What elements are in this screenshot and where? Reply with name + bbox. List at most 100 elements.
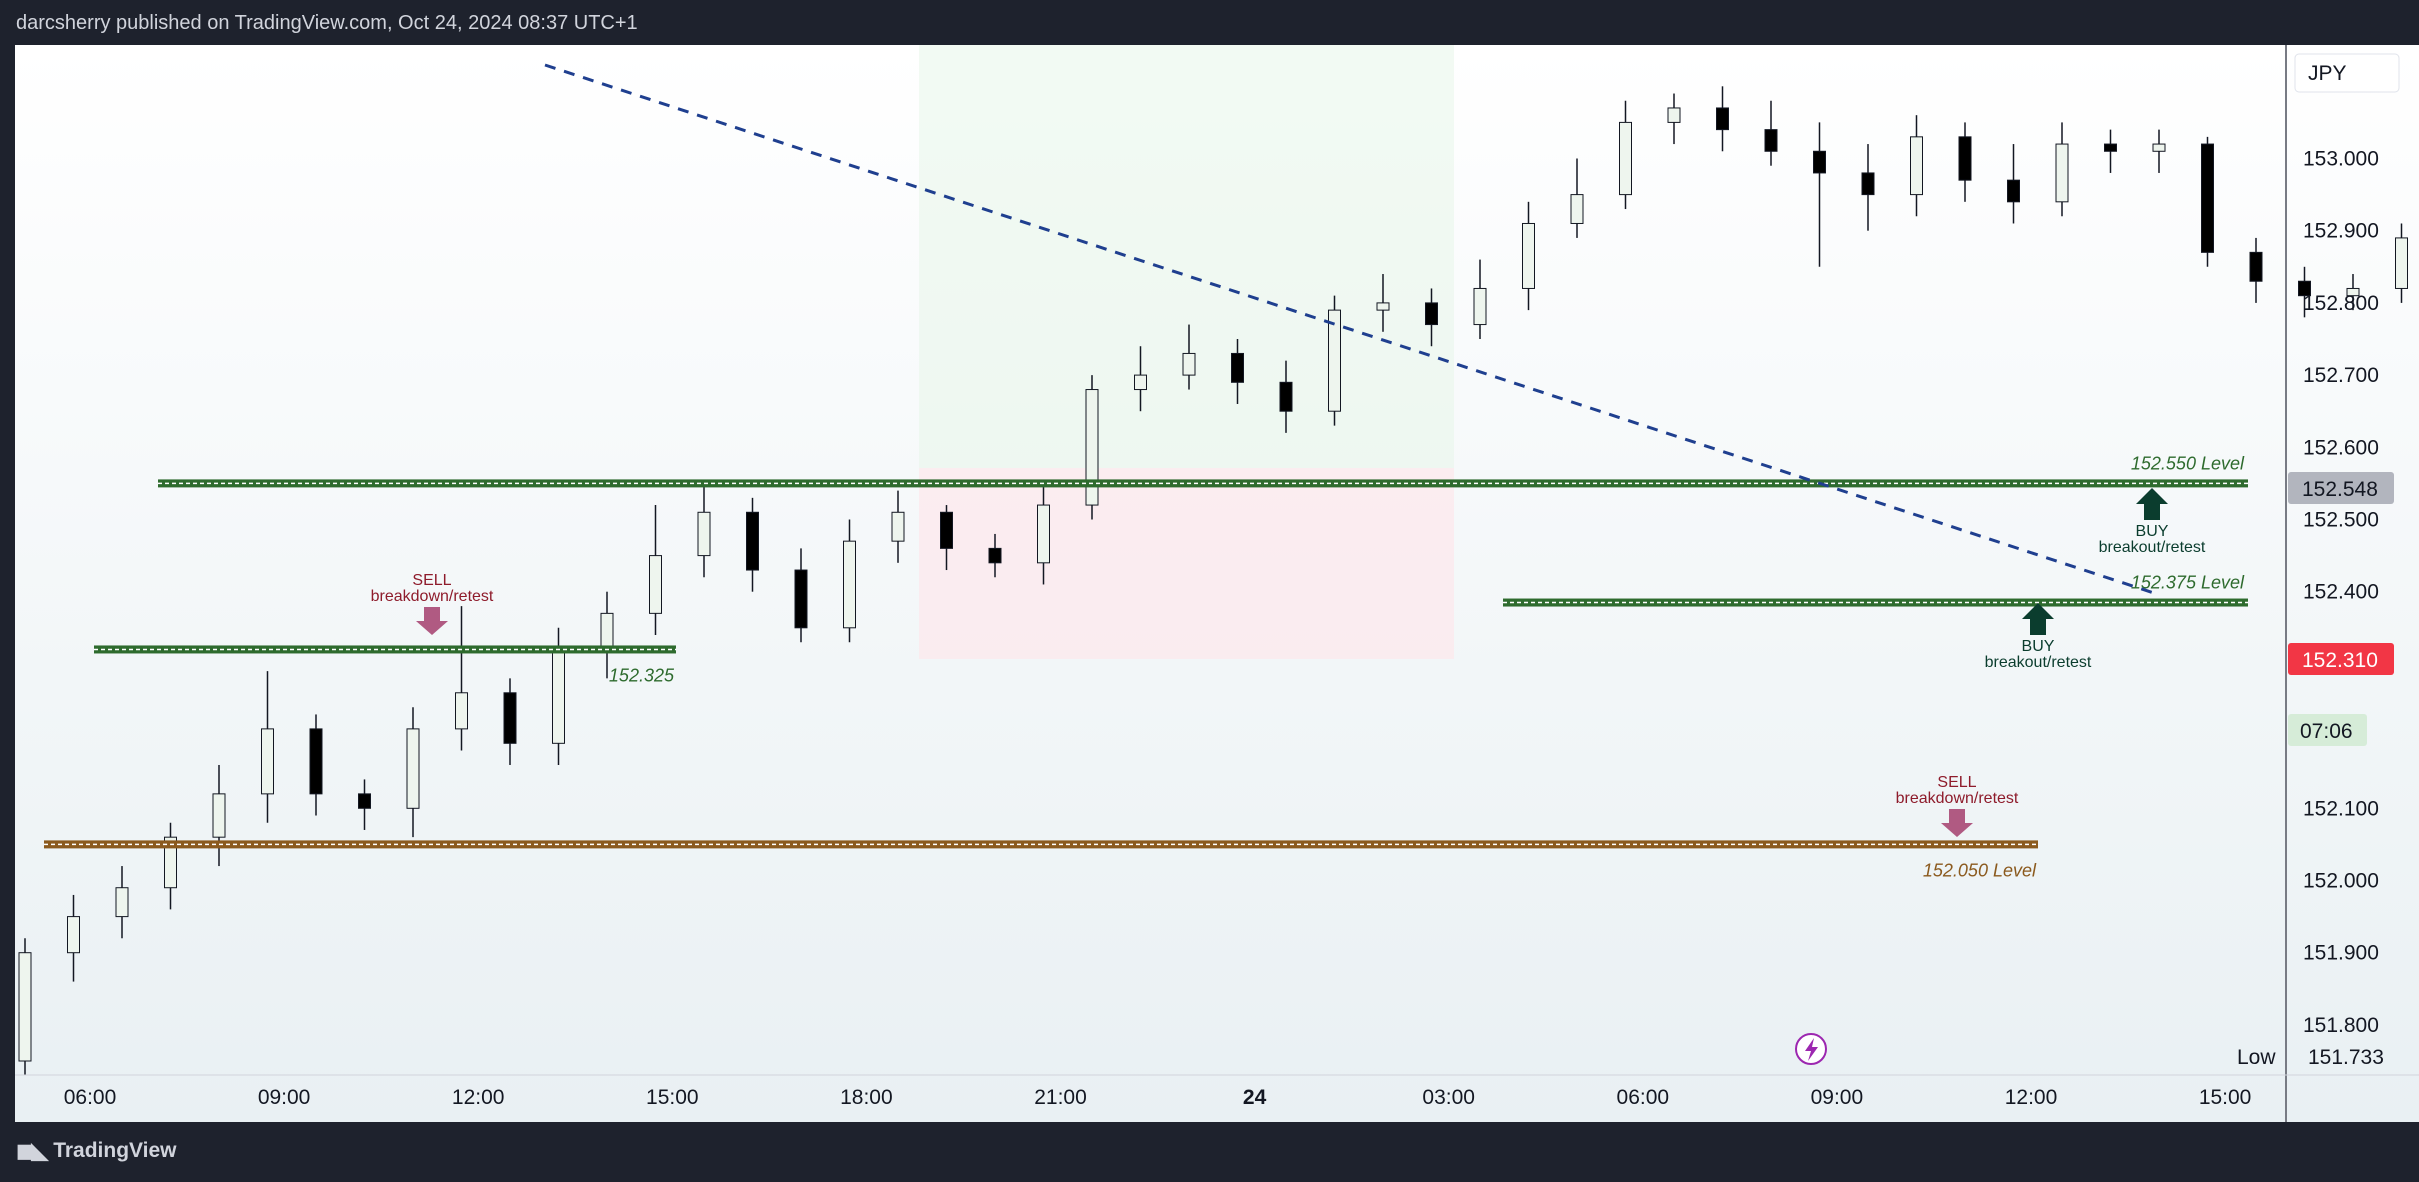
publish-header: darcsherry published on TradingView.com,… bbox=[16, 12, 638, 34]
candle-body bbox=[746, 511, 759, 571]
candle-49 bbox=[2395, 223, 2408, 303]
candle-45 bbox=[2201, 136, 2214, 267]
candle-body bbox=[406, 728, 420, 809]
low-price-label: 151.733 bbox=[2308, 1046, 2384, 1069]
annotation-title: SELL bbox=[1937, 774, 1976, 791]
countdown-label: 07:06 bbox=[2300, 720, 2353, 743]
current-price-label: 152.310 bbox=[2302, 649, 2378, 672]
buy-arrow-icon bbox=[2022, 603, 2054, 635]
candle-40 bbox=[1958, 122, 1972, 202]
candle-body bbox=[1231, 352, 1244, 383]
candle-body bbox=[2104, 143, 2117, 152]
level-label: 152.325 bbox=[609, 665, 675, 685]
annotation-subtitle: breakout/retest bbox=[1985, 654, 2092, 671]
candle-body bbox=[2298, 280, 2311, 297]
candle-37 bbox=[1813, 122, 1826, 267]
candle-9 bbox=[455, 606, 468, 751]
candle-body bbox=[649, 555, 662, 614]
annotation-title: SELL bbox=[412, 572, 451, 589]
y-tick-label: 152.500 bbox=[2303, 509, 2379, 532]
x-tick-label: 21:00 bbox=[1034, 1086, 1087, 1109]
candle-10 bbox=[503, 678, 517, 765]
candle-4 bbox=[212, 764, 226, 867]
candle-20 bbox=[988, 533, 1002, 578]
candle-body bbox=[1522, 222, 1535, 289]
x-tick-label: 15:00 bbox=[646, 1086, 699, 1109]
candle-0 bbox=[18, 938, 32, 1076]
countdown-badge bbox=[2288, 714, 2367, 746]
candles bbox=[18, 86, 2408, 1076]
candle-body bbox=[2152, 143, 2166, 152]
tradingview-brand: TradingView bbox=[53, 1139, 177, 1162]
candle-48 bbox=[2346, 274, 2360, 311]
candle-14 bbox=[697, 483, 711, 578]
currency-box bbox=[2294, 53, 2400, 93]
candle-47 bbox=[2298, 266, 2311, 318]
candle-body bbox=[1716, 107, 1729, 131]
tradingview-logo-icon: ◼◣ bbox=[16, 1138, 48, 1163]
candle-36 bbox=[1764, 100, 1778, 166]
level-label: 152.050 Level bbox=[1923, 860, 2037, 880]
candle-body bbox=[2201, 143, 2214, 253]
candle-34 bbox=[1667, 93, 1681, 145]
sell-arrow-icon bbox=[1941, 809, 1973, 837]
candle-body bbox=[891, 511, 905, 542]
candle-41 bbox=[2007, 144, 2020, 224]
candle-body bbox=[164, 836, 177, 889]
x-ticks: 06:00 09:00 12:00 15:00 18:00 21:00 24 03:00 06:… bbox=[64, 1086, 2252, 1109]
candle-31 bbox=[1522, 201, 1535, 311]
candle-body bbox=[2249, 251, 2263, 282]
y-tick-label: 152.000 bbox=[2303, 870, 2379, 893]
candle-body bbox=[1279, 381, 1293, 412]
candle-body bbox=[1958, 136, 1972, 181]
candle-8 bbox=[406, 707, 420, 838]
candle-44 bbox=[2152, 129, 2166, 173]
candle-28 bbox=[1376, 274, 1390, 332]
candle-body bbox=[1182, 352, 1196, 376]
x-tick-label: 09:00 bbox=[1811, 1086, 1864, 1109]
candle-18 bbox=[891, 490, 905, 563]
candle-body bbox=[1134, 374, 1147, 391]
candle-body bbox=[1619, 121, 1632, 196]
candle-body bbox=[1037, 504, 1050, 564]
buy-arrow-icon bbox=[2136, 488, 2168, 520]
level-price-badge bbox=[2288, 472, 2394, 504]
candle-35 bbox=[1716, 86, 1729, 152]
level-lines: 152.550 Level 152.375 Level 152.325 152.050… bbox=[44, 453, 2248, 880]
candle-13 bbox=[649, 505, 662, 636]
candle-25 bbox=[1231, 339, 1244, 404]
candle-body bbox=[1473, 287, 1487, 326]
annotations: SELLbreakdown/retestBUYbreakout/retestBU… bbox=[371, 488, 2206, 837]
candle-43 bbox=[2104, 129, 2117, 173]
price-axis[interactable] bbox=[2287, 45, 2419, 1122]
x-tick-label: 03:00 bbox=[1422, 1086, 1475, 1109]
candle-7 bbox=[358, 779, 371, 830]
candle-22 bbox=[1085, 375, 1099, 520]
candle-23 bbox=[1134, 346, 1147, 412]
annotation-subtitle: breakdown/retest bbox=[1896, 790, 2019, 807]
candle-17 bbox=[843, 519, 856, 643]
candle-body bbox=[1667, 107, 1681, 123]
candle-24 bbox=[1182, 324, 1196, 390]
y-tick-label: 153.000 bbox=[2303, 148, 2379, 171]
x-tick-label: 24 bbox=[1243, 1086, 1267, 1109]
currency-label: JPY bbox=[2308, 62, 2347, 85]
candle-15 bbox=[746, 497, 759, 592]
level-label: 152.550 Level bbox=[2131, 453, 2245, 473]
candle-33 bbox=[1619, 100, 1632, 210]
y-tick-label: 152.800 bbox=[2303, 292, 2379, 315]
lightning-bolt bbox=[1805, 1038, 1818, 1061]
y-ticks: 153.000 152.900 152.800 152.700 152.600 152.5… bbox=[2303, 148, 2379, 1037]
candle-body bbox=[600, 612, 614, 650]
y-tick-label: 152.900 bbox=[2303, 220, 2379, 243]
annotation-subtitle: breakdown/retest bbox=[371, 588, 494, 605]
x-tick-label: 18:00 bbox=[840, 1086, 893, 1109]
y-tick-label: 151.800 bbox=[2303, 1014, 2379, 1037]
candle-42 bbox=[2055, 122, 2069, 217]
candle-3 bbox=[164, 822, 177, 910]
tradingview-footer[interactable]: ◼◣ TradingView bbox=[16, 1138, 177, 1164]
candle-body bbox=[212, 793, 226, 838]
candle-21 bbox=[1037, 483, 1050, 585]
candle-1 bbox=[67, 894, 80, 982]
